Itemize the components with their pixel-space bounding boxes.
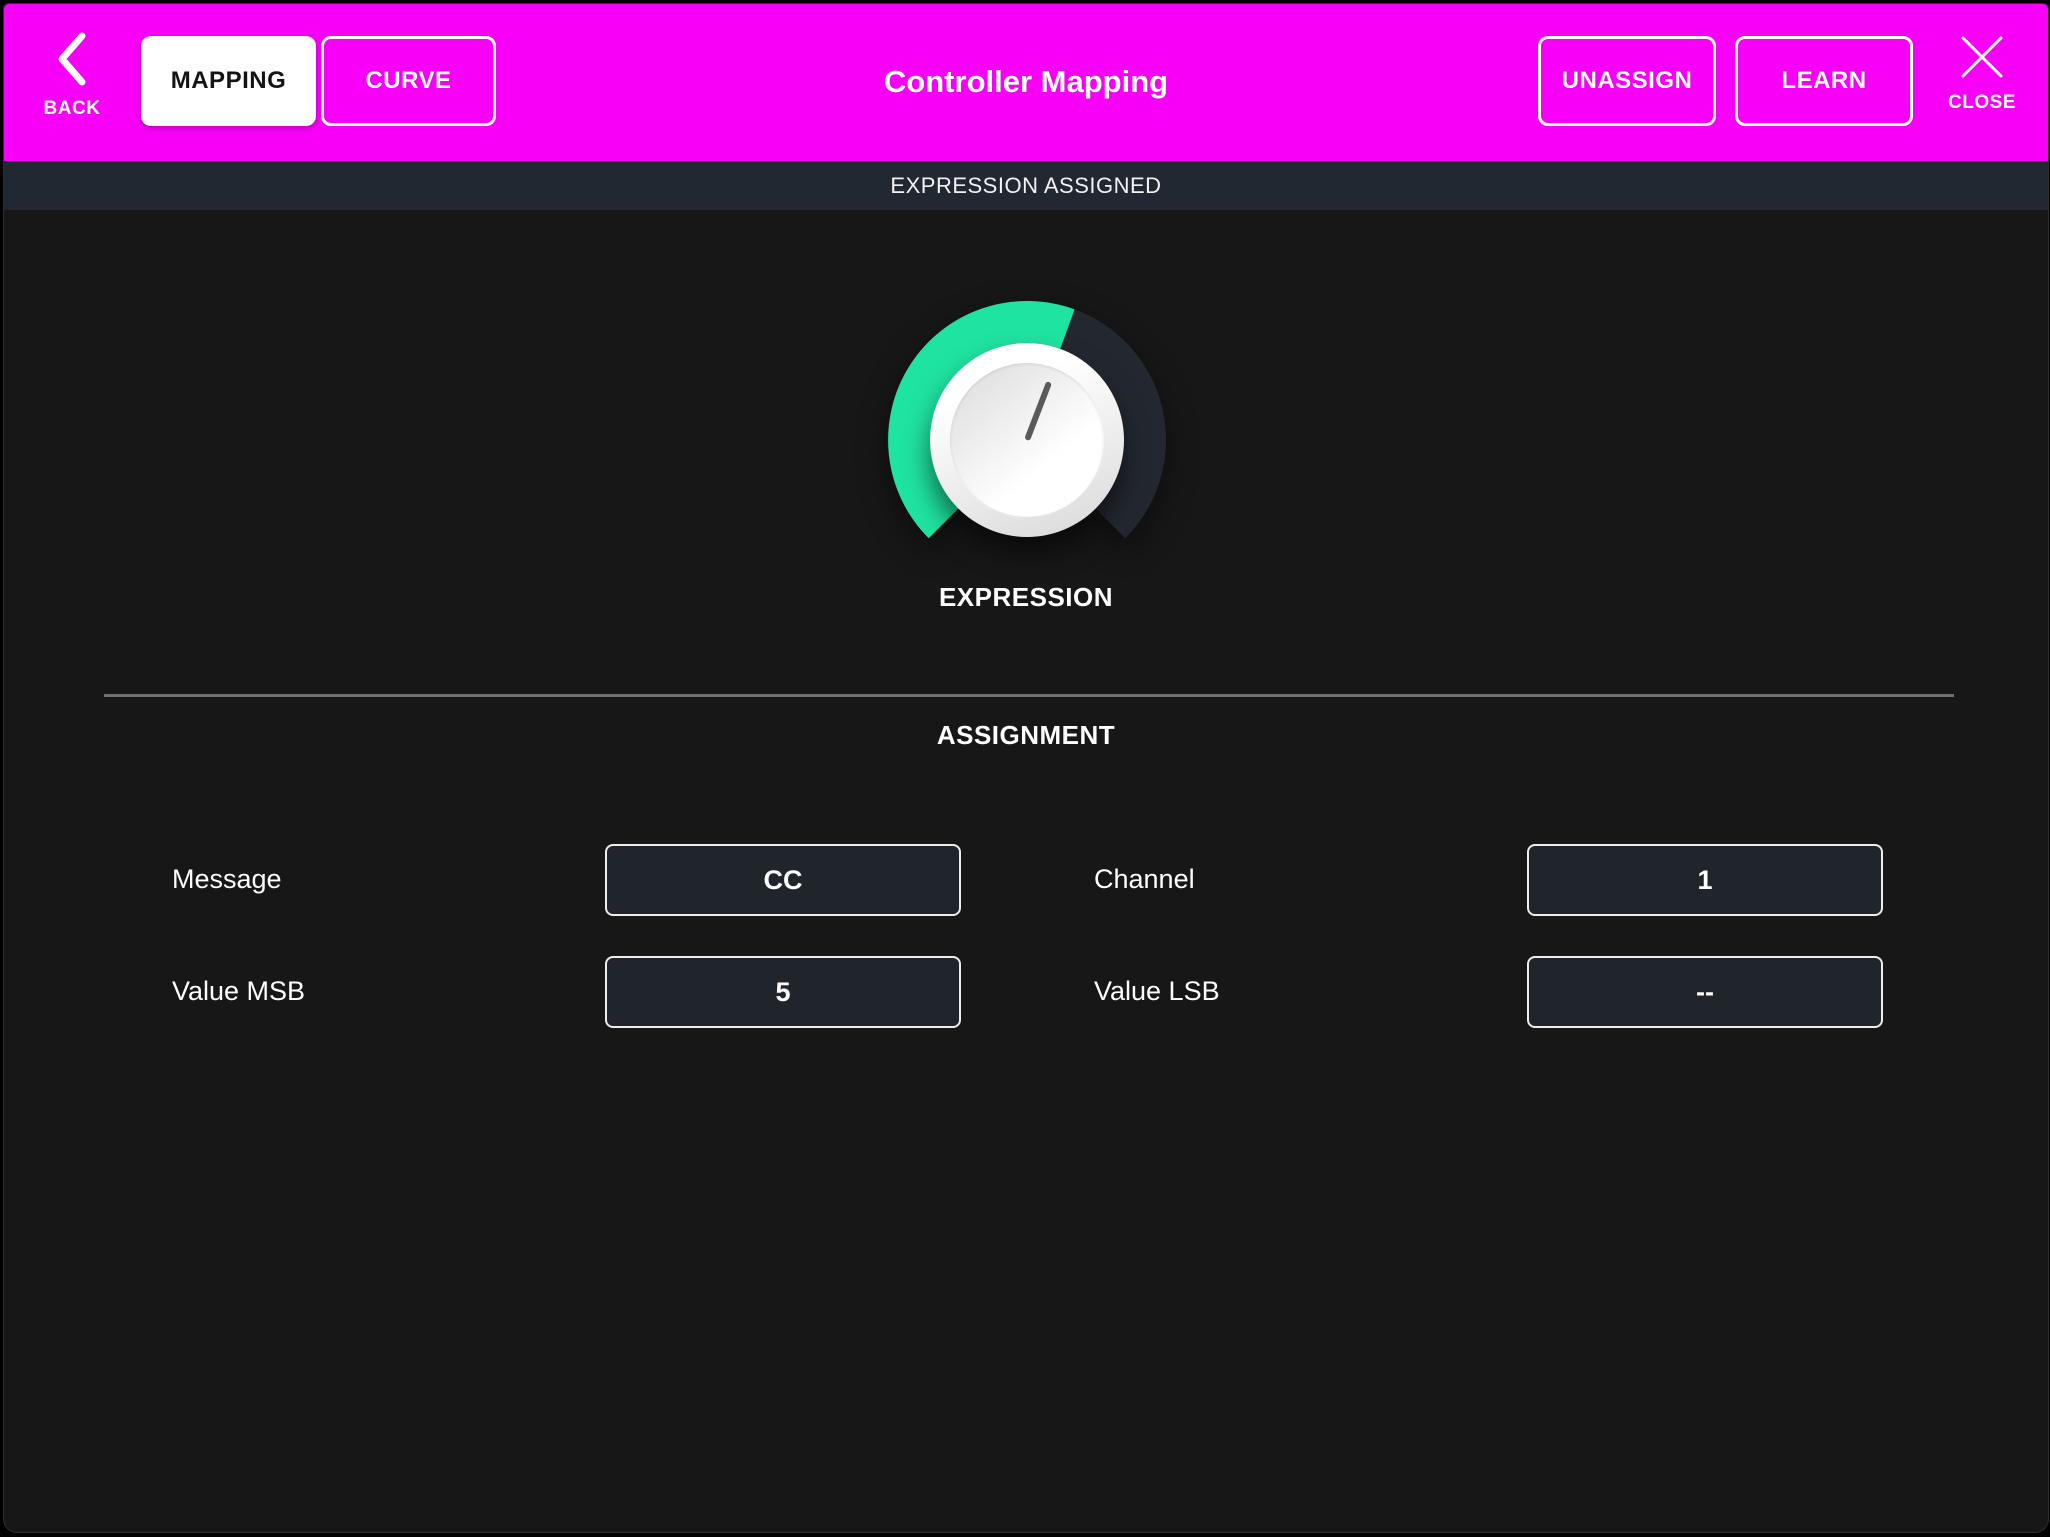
learn-button[interactable]: LEARN [1735,36,1913,126]
channel-field[interactable]: 1 [1527,844,1883,916]
assignment-heading: ASSIGNMENT [936,720,1116,750]
tab-bar: MAPPING CURVE [141,36,496,126]
tab-mapping[interactable]: MAPPING [141,36,316,126]
message-field[interactable]: CC [605,844,961,916]
status-text: EXPRESSION ASSIGNED [890,172,1162,198]
knob-arc-value [888,301,1075,539]
knob-body[interactable] [930,343,1124,537]
back-button[interactable]: BACK [22,32,122,120]
header-actions: UNASSIGN LEARN [1538,36,1913,126]
status-bar: EXPRESSION ASSIGNED [4,161,2048,210]
value-msb-field[interactable]: 5 [605,956,961,1028]
value-lsb-label: Value LSB [1094,976,1220,1006]
chevron-left-icon [58,32,86,86]
knob-label: EXPRESSION [938,582,1114,612]
value-lsb-field[interactable]: -- [1527,956,1883,1028]
close-button[interactable]: CLOSE [1930,34,2034,114]
unassign-button[interactable]: UNASSIGN [1538,36,1716,126]
expression-knob[interactable] [877,290,1177,590]
controller-mapping-screen: BACK MAPPING CURVE Controller Mapping UN… [3,3,2049,1533]
close-x-icon [1961,36,2003,78]
tab-curve[interactable]: CURVE [321,36,496,126]
value-msb-label: Value MSB [172,976,306,1006]
back-label: BACK [43,98,101,119]
channel-label: Channel [1094,864,1195,894]
section-divider [104,694,1954,697]
knob-arc [888,301,1166,539]
page-title: Controller Mapping [883,64,1169,99]
message-label: Message [172,864,282,894]
knob-arc-track [1059,309,1166,539]
header-bar: BACK MAPPING CURVE Controller Mapping UN… [4,4,2048,161]
close-label: CLOSE [1948,92,2016,113]
